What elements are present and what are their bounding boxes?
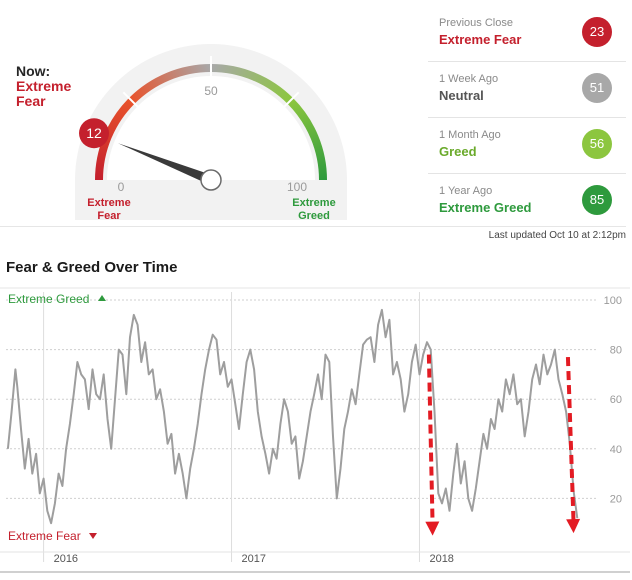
chart-x-tick-label: 2016 <box>54 553 78 565</box>
history-score-badge: 23 <box>582 17 612 47</box>
gauge-tick <box>281 91 300 110</box>
chart-series-line <box>6 308 579 525</box>
chart-bottom-label-down-icon <box>89 533 97 539</box>
chart-top-label: Extreme Greed <box>8 292 89 306</box>
chart-top-label-up-icon <box>98 295 106 301</box>
gauge-needle-hub <box>200 169 222 191</box>
gauge-label-extreme-fear: Extreme Fear <box>87 197 130 222</box>
gauge-tick-100: 100 <box>287 180 307 194</box>
gauge-label-word: Extreme <box>87 197 130 209</box>
section-divider <box>0 226 626 227</box>
history-score-badge: 85 <box>582 185 612 215</box>
gauge-label-word: Extreme <box>292 197 335 209</box>
chart-y-tick-label: 40 <box>610 444 622 456</box>
gauge-label-extreme-greed: Extreme Greed <box>292 197 335 222</box>
history-caption: 1 Week Ago <box>439 73 499 85</box>
history-value: Extreme Fear <box>439 32 522 47</box>
gauge-label-word: Fear <box>97 210 121 222</box>
history-score-badge: 51 <box>582 73 612 103</box>
chart-arrow-shaft <box>426 354 435 526</box>
gauge-arc-neutral-greed <box>210 64 294 104</box>
chart-y-tick-label: 100 <box>604 295 622 307</box>
gauge-arc-fear-neutral <box>128 64 212 104</box>
chart-x-tick-label: 2018 <box>429 553 453 565</box>
gauge-inner-face <box>107 76 315 180</box>
fear-greed-over-time-chart: 20 40 60 80 100 2016 2017 2018 Extreme Greed Extr… <box>0 287 630 573</box>
history-row-previous-close: Previous Close Extreme Fear 23 <box>428 6 626 62</box>
chart-y-tick-label: 20 <box>610 493 622 505</box>
gauge-tick <box>122 91 141 110</box>
history-caption: 1 Year Ago <box>439 185 493 197</box>
history-value: Extreme Greed <box>439 200 532 215</box>
gauge-score-bubble <box>79 118 110 149</box>
history-caption: 1 Month Ago <box>439 129 501 141</box>
chart-y-tick-label: 80 <box>610 345 622 357</box>
chart-arrow-head <box>566 518 581 534</box>
gauge-tick-0: 0 <box>118 180 125 194</box>
chart-arrow-head <box>425 521 440 536</box>
chart-x-tick-label: 2017 <box>242 553 266 565</box>
history-row-1-week-ago: 1 Week Ago Neutral 51 <box>428 62 626 118</box>
gauge-tick-50: 50 <box>204 84 218 98</box>
history-panel: Previous Close Extreme Fear 23 1 Week Ag… <box>428 6 626 229</box>
history-value: Greed <box>439 144 477 159</box>
gauge-label-word: Greed <box>298 210 330 222</box>
history-score-badge: 56 <box>582 129 612 159</box>
history-row-1-year-ago: 1 Year Ago Extreme Greed 85 <box>428 174 626 229</box>
last-updated-text: Last updated Oct 10 at 2:12pm <box>488 230 626 241</box>
history-row-1-month-ago: 1 Month Ago Greed 56 <box>428 118 626 174</box>
chart-y-tick-label: 60 <box>610 394 622 406</box>
history-caption: Previous Close <box>439 17 513 29</box>
fear-greed-gauge: 0 50 100 Extreme Fear Extreme Greed 12 Now: Ext… <box>0 0 420 230</box>
gauge-needle <box>118 143 213 185</box>
chart-bottom-label: Extreme Fear <box>8 529 81 543</box>
section-title: Fear & Greed Over Time <box>6 259 178 276</box>
now-label: Now: <box>16 63 51 79</box>
now-value: Extreme Fear <box>16 78 72 109</box>
history-value: Neutral <box>439 88 484 103</box>
now-indicator: Now: Extreme Fear <box>16 64 86 109</box>
gauge-score-value: 12 <box>86 125 102 141</box>
gauge-arc-greed <box>287 97 327 181</box>
